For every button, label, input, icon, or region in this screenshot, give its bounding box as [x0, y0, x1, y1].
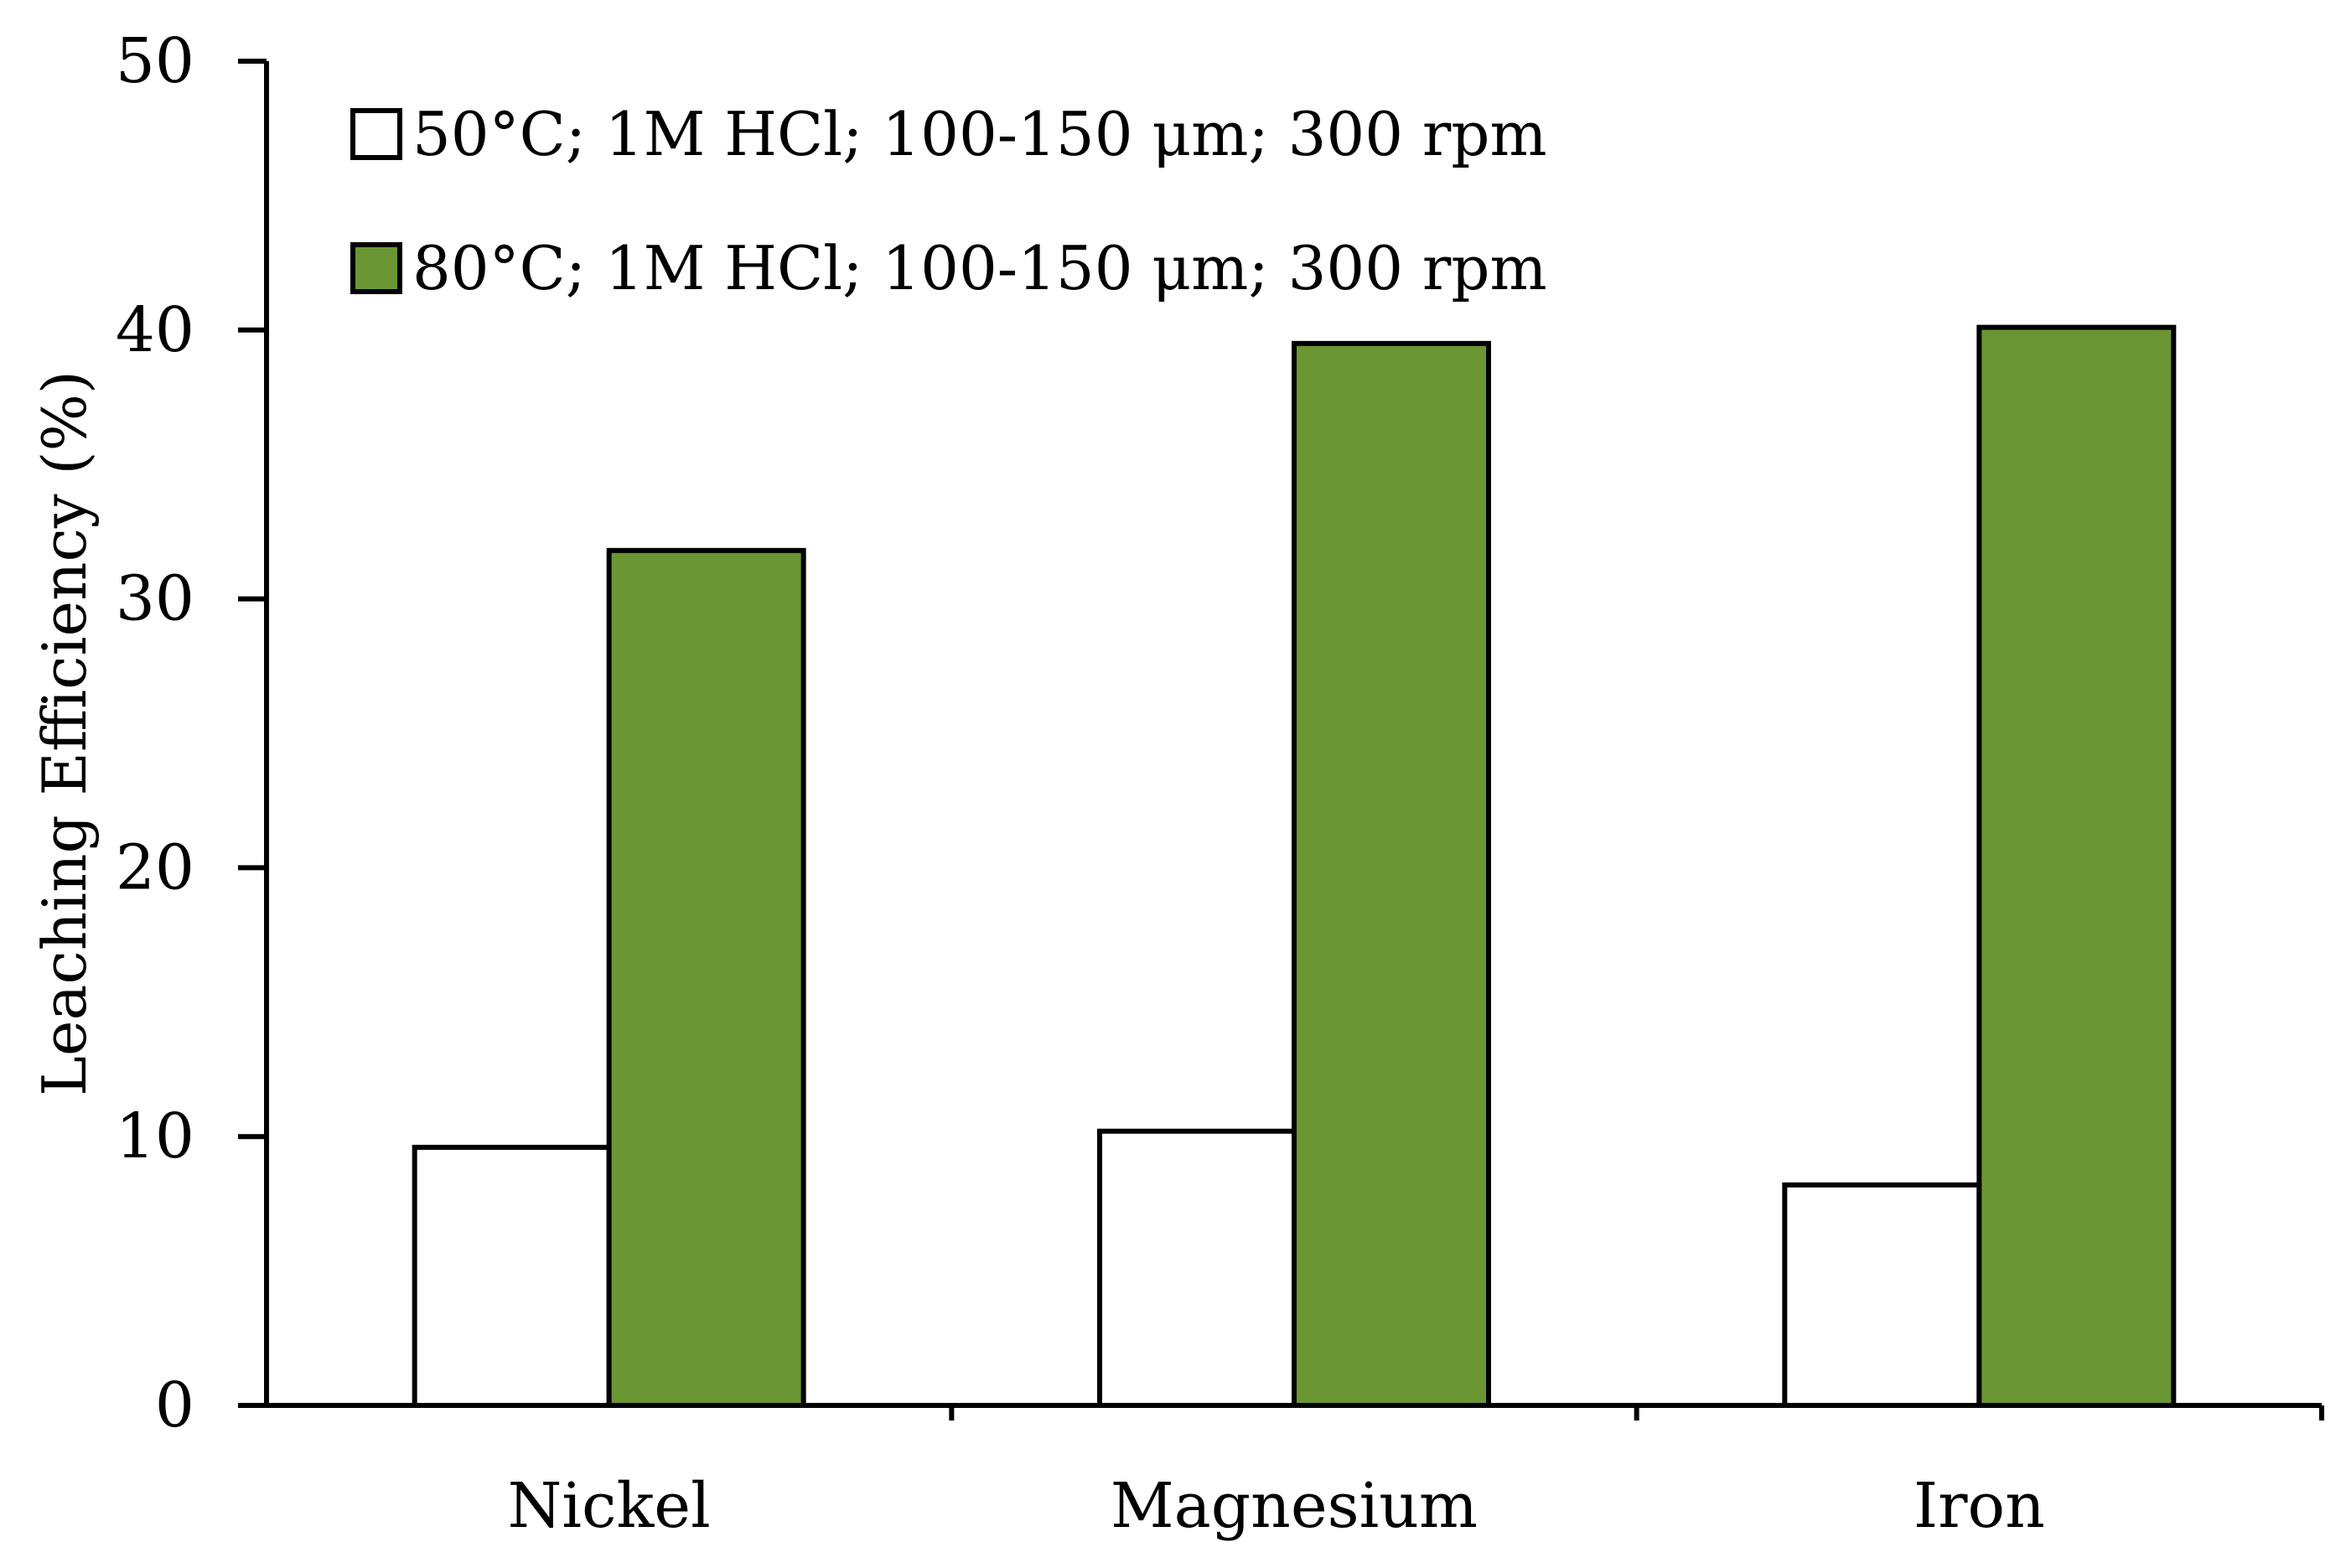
y-tick-label: 0	[155, 1369, 194, 1441]
axes-layer	[238, 59, 2324, 1421]
y-tick-label: 10	[116, 1100, 194, 1172]
labels-layer: 0 10 20 30 40 50 Nickel Magnesium Iron Leaching E…	[29, 25, 2045, 1542]
y-axis-title: Leaching Efficiency (%)	[29, 370, 100, 1096]
bars-layer	[412, 324, 2177, 1409]
legend-label-series-2: 80°C; 1M HCl; 100-150 μm; 300 rpm	[412, 233, 1547, 303]
category-label-iron: Iron	[1914, 1470, 2045, 1542]
legend-swatch-series-1	[350, 108, 402, 160]
y-tick-label: 20	[116, 831, 194, 903]
bar-iron-series-2	[1976, 324, 2177, 1408]
bar-iron-series-1	[1782, 1182, 1982, 1408]
legend-swatch-series-2	[350, 242, 402, 294]
legend: 50°C; 1M HCl; 100-150 μm; 300 rpm 80°C; 1…	[350, 99, 1547, 303]
bar-nickel-series-2	[606, 547, 806, 1408]
bar-nickel-series-1	[412, 1145, 612, 1408]
bar-magnesium-series-1	[1097, 1128, 1297, 1409]
category-label-magnesium: Magnesium	[1111, 1470, 1478, 1542]
y-tick-label: 50	[116, 25, 194, 97]
legend-label-series-1: 50°C; 1M HCl; 100-150 μm; 300 rpm	[412, 99, 1547, 169]
category-label-nickel: Nickel	[508, 1470, 711, 1542]
y-tick-label: 40	[116, 294, 194, 366]
y-tick-label: 30	[116, 563, 194, 635]
bar-magnesium-series-2	[1292, 340, 1491, 1409]
